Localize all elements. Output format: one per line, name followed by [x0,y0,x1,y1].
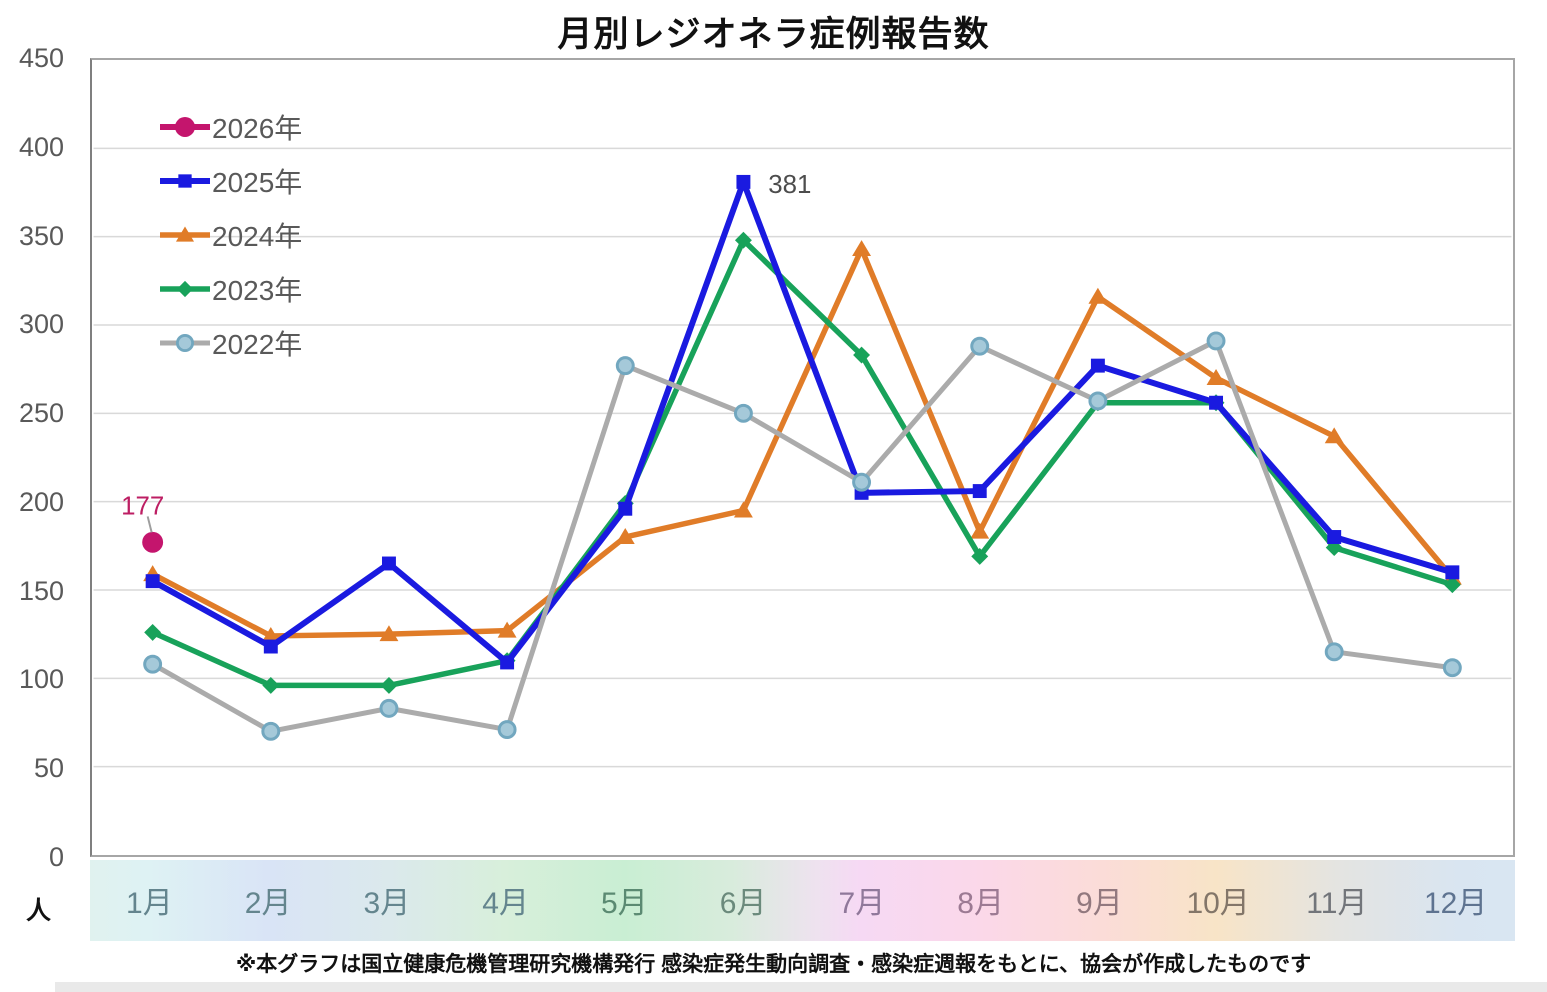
y-tick-label: 200 [18,486,64,517]
legend-label-2022: 2022年 [212,329,303,360]
y-axis: 0 50 100 150 200 250 300 350 400 450 [0,0,64,992]
x-tick-label-apr: 4月 [482,887,529,920]
series-point-2022年 [261,721,281,741]
series-point-2024年 [733,501,753,518]
legend-label-2025: 2025年 [212,167,303,198]
series-point-2025年 [263,639,278,654]
y-tick-label: 0 [48,842,64,872]
legend-item-2026: 2026年 [160,100,302,154]
series-point-2022年 [1442,658,1462,678]
y-tick-label: 400 [18,131,64,162]
series-point-2025年 [972,484,987,499]
series-line-2023年 [151,237,1454,689]
legend-item-2023: 2023年 [160,262,302,316]
series-point-2024年 [261,626,281,643]
series-point-2024年 [615,528,635,544]
y-tick-label: 250 [18,398,64,429]
legend-item-2022: 2022年 [160,316,302,370]
series-point-2022年 [1088,391,1108,411]
series-point-2025年 [1445,565,1460,580]
footnote: ※本グラフは国立健康危機管理研究機構発行 感染症発生動向調査・感染症週報をもとに… [235,953,1312,976]
annotation-leader-line [146,516,153,533]
legend-marker-gray-circle-icon [160,330,210,356]
series-point-2024年 [852,240,872,256]
legend-marker-square-icon [160,168,210,194]
y-tick-label: 350 [18,220,64,251]
legend-label-2024: 2024年 [212,221,303,252]
legend-marker-diamond-icon [160,276,210,302]
plot-area: 177 381 2026年 2025年 2024年 2023年 2022年 [90,58,1515,857]
x-tick-label-jun: 6月 [719,887,767,920]
x-tick-label-jul: 7月 [838,887,886,920]
series-point-2024年 [1324,427,1344,444]
series-point-2025年 [618,501,633,516]
data-label-381: 381 [768,171,811,199]
legend-label-2023: 2023年 [212,275,303,306]
series-point-2025年 [736,174,751,189]
legend: 2026年 2025年 2024年 2023年 2022年 [160,100,302,370]
series-point-2024年 [1088,287,1108,304]
data-label-177: 177 [121,492,164,520]
series-line-2024年 [151,246,1455,639]
x-tick-label-oct: 10月 [1186,887,1250,920]
x-tick-label-mar: 3月 [363,887,411,920]
x-tick-label-aug: 8月 [957,887,1004,920]
series-line-2022年 [151,338,1453,734]
x-tick-label-feb: 2月 [244,887,292,920]
series-point-2022年 [143,654,163,674]
y-tick-label: 450 [18,43,64,73]
y-tick-label: 100 [18,664,64,695]
series-point-2023年 [380,676,398,694]
legend-marker-circle-icon [160,114,210,140]
series-point-2024年 [1206,369,1226,385]
page-title: 月別レジオネラ症例報告数 [557,15,990,54]
series-point-2022年 [497,720,517,740]
series-point-2022年 [1206,331,1226,351]
x-tick-label-may: 5月 [601,887,648,920]
y-tick-label: 300 [18,309,64,340]
series-point-2025年 [381,556,396,571]
legend-item-2025: 2025年 [160,154,302,208]
x-tick-label-jan: 1月 [126,887,173,920]
series-point-2022年 [615,356,635,376]
x-tick-label-sep: 9月 [1076,887,1123,920]
series-point-2024年 [379,625,399,642]
series-point-2022年 [852,472,872,492]
series-point-2022年 [379,698,399,718]
series-point-2023年 [144,623,162,641]
series-point-2025年 [500,655,515,670]
chart-canvas: 177 381 [93,147,1512,768]
y-tick-label: 50 [33,753,64,784]
series-point-2022年 [1324,642,1344,662]
legend-marker-triangle-icon [160,222,210,248]
legend-item-2024: 2024年 [160,208,302,262]
series-point-2024年 [970,522,990,539]
x-tick-label-nov: 11月 [1306,887,1368,920]
series-point-2025年 [145,574,160,589]
y-axis-unit-label: 人 [26,897,52,925]
y-tick-label: 150 [18,575,64,606]
series-point-2024年 [497,621,517,638]
series-point-2022年 [733,403,753,423]
series-line-2025年 [151,178,1454,666]
bottom-strip [55,982,1547,992]
series-point-2025年 [1090,358,1105,373]
series-point-2026年 [142,531,164,553]
series-point-2023年 [1443,576,1461,594]
x-tick-label-dec: 12月 [1423,887,1488,920]
series-point-2022年 [970,336,990,356]
series-point-2025年 [1209,395,1224,410]
legend-label-2026: 2026年 [212,113,303,144]
x-axis-band: 1月 2月 3月 4月 5月 6月 7月 8月 9月 10月 11月 12月 [90,860,1515,941]
series-point-2023年 [262,676,280,694]
series-point-2025年 [1327,530,1342,544]
